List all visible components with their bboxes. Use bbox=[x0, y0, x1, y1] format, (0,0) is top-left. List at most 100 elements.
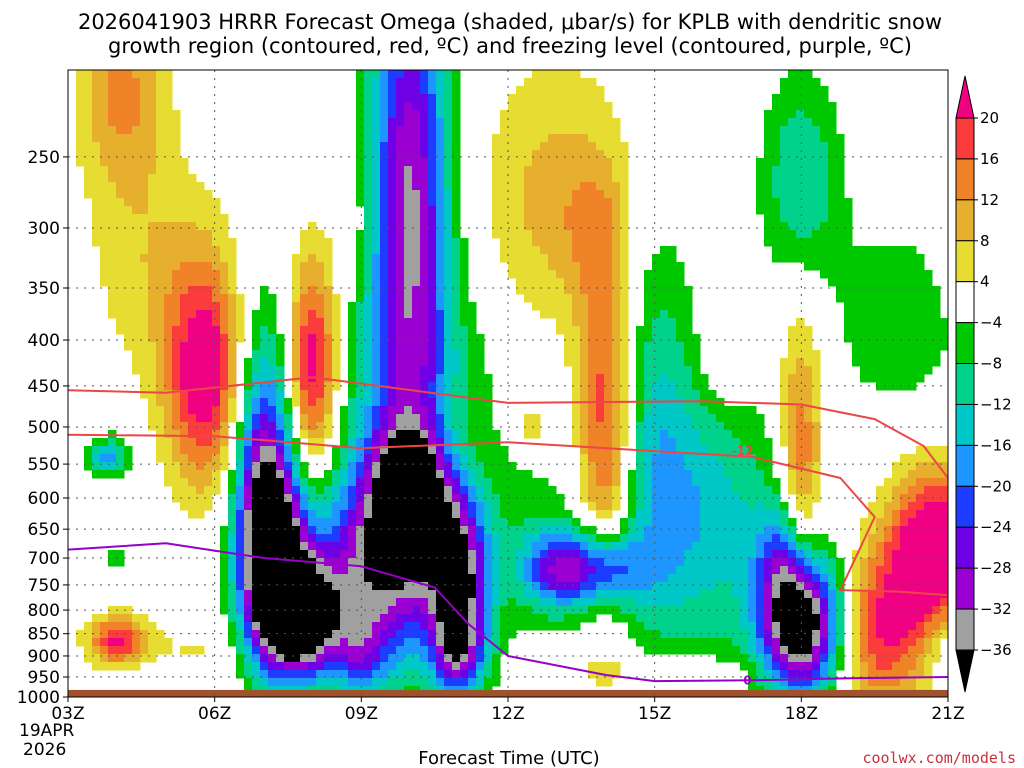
omega-cell bbox=[356, 478, 365, 487]
omega-cell bbox=[324, 326, 333, 335]
omega-cell bbox=[596, 270, 605, 279]
omega-cell bbox=[396, 654, 405, 663]
omega-cell bbox=[588, 430, 597, 439]
omega-cell bbox=[292, 358, 301, 367]
omega-cell bbox=[444, 230, 453, 239]
omega-cell bbox=[532, 414, 541, 423]
omega-cell bbox=[116, 326, 125, 335]
omega-cell bbox=[676, 646, 685, 655]
omega-cell bbox=[236, 310, 245, 319]
omega-cell bbox=[268, 462, 277, 471]
omega-cell bbox=[588, 486, 597, 495]
omega-cell bbox=[212, 302, 221, 311]
omega-cell bbox=[412, 662, 421, 671]
omega-cell bbox=[332, 526, 341, 535]
omega-cell bbox=[564, 150, 573, 159]
omega-cell bbox=[140, 326, 149, 335]
omega-cell bbox=[700, 462, 709, 471]
omega-cell bbox=[556, 510, 565, 519]
omega-cell bbox=[556, 198, 565, 207]
omega-cell bbox=[148, 134, 157, 143]
omega-cell bbox=[388, 590, 397, 599]
omega-cell bbox=[468, 630, 477, 639]
omega-cell bbox=[780, 358, 789, 367]
omega-cell bbox=[652, 630, 661, 639]
omega-cell bbox=[364, 590, 373, 599]
omega-cell bbox=[740, 526, 749, 535]
omega-cell bbox=[580, 238, 589, 247]
omega-cell bbox=[468, 486, 477, 495]
omega-cell bbox=[668, 566, 677, 575]
omega-cell bbox=[276, 654, 285, 663]
omega-cell bbox=[804, 494, 813, 503]
omega-cell bbox=[340, 574, 349, 583]
omega-cell bbox=[820, 662, 829, 671]
omega-cell bbox=[484, 598, 493, 607]
omega-cell bbox=[164, 238, 173, 247]
omega-cell bbox=[788, 526, 797, 535]
omega-cell bbox=[804, 670, 813, 679]
omega-cell bbox=[436, 510, 445, 519]
omega-cell bbox=[172, 254, 181, 263]
omega-cell bbox=[484, 478, 493, 487]
omega-cell bbox=[140, 382, 149, 391]
omega-cell bbox=[92, 646, 101, 655]
omega-cell bbox=[652, 414, 661, 423]
omega-cell bbox=[180, 430, 189, 439]
omega-cell bbox=[820, 534, 829, 543]
omega-cell bbox=[164, 646, 173, 655]
omega-cell bbox=[844, 286, 853, 295]
omega-cell bbox=[420, 662, 429, 671]
omega-cell bbox=[836, 646, 845, 655]
omega-cell bbox=[372, 78, 381, 87]
omega-cell bbox=[276, 390, 285, 399]
omega-cell bbox=[388, 630, 397, 639]
omega-cell bbox=[836, 606, 845, 615]
omega-cell bbox=[388, 86, 397, 95]
omega-cell bbox=[524, 190, 533, 199]
omega-cell bbox=[364, 478, 373, 487]
omega-cell bbox=[660, 254, 669, 263]
omega-cell bbox=[708, 558, 717, 567]
omega-cell bbox=[396, 318, 405, 327]
omega-cell bbox=[196, 646, 205, 655]
omega-cell bbox=[244, 566, 253, 575]
omega-cell bbox=[796, 86, 805, 95]
omega-cell bbox=[676, 286, 685, 295]
omega-cell bbox=[468, 470, 477, 479]
omega-cell bbox=[404, 678, 413, 687]
omega-cell bbox=[660, 462, 669, 471]
omega-cell bbox=[332, 566, 341, 575]
omega-cell bbox=[132, 302, 141, 311]
omega-cell bbox=[636, 350, 645, 359]
omega-cell bbox=[100, 278, 109, 287]
omega-cell bbox=[220, 310, 229, 319]
omega-cell bbox=[420, 94, 429, 103]
omega-cell bbox=[404, 166, 413, 175]
omega-cell bbox=[596, 102, 605, 111]
omega-cell bbox=[228, 478, 237, 487]
omega-cell bbox=[140, 78, 149, 87]
omega-cell bbox=[484, 574, 493, 583]
omega-cell bbox=[428, 174, 437, 183]
omega-cell bbox=[428, 462, 437, 471]
omega-cell bbox=[636, 462, 645, 471]
omega-cell bbox=[724, 630, 733, 639]
omega-cell bbox=[300, 422, 309, 431]
omega-cell bbox=[412, 102, 421, 111]
omega-cell bbox=[260, 446, 269, 455]
omega-cell bbox=[652, 286, 661, 295]
omega-cell bbox=[388, 230, 397, 239]
omega-cell bbox=[380, 542, 389, 551]
omega-cell bbox=[100, 118, 109, 127]
omega-cell bbox=[364, 598, 373, 607]
omega-cell bbox=[132, 102, 141, 111]
omega-cell bbox=[172, 118, 181, 127]
omega-cell bbox=[452, 190, 461, 199]
omega-cell bbox=[612, 342, 621, 351]
omega-cell bbox=[548, 542, 557, 551]
omega-cell bbox=[380, 446, 389, 455]
omega-cell bbox=[204, 470, 213, 479]
omega-cell bbox=[388, 414, 397, 423]
omega-cell bbox=[820, 126, 829, 135]
